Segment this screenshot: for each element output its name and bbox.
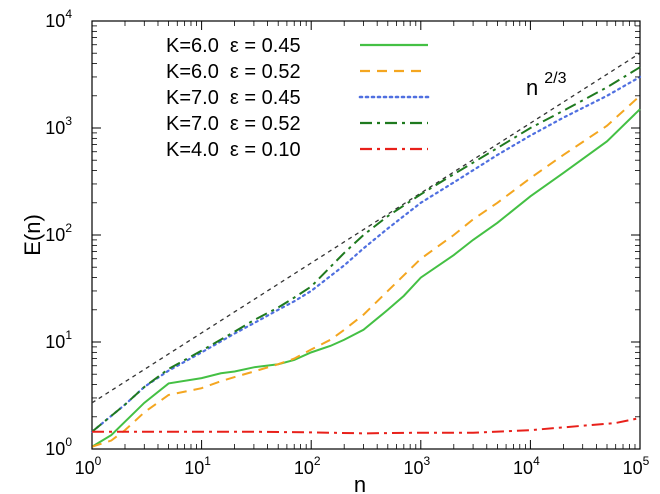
legend: K=6.0 ε = 0.45 K=6.0 ε = 0.52 K=7.0 ε = 0.… [166,35,430,161]
y-tick-label: 104 [45,7,72,31]
y-axis-title: E(n) [20,214,45,256]
x-axis-title: n [354,472,366,494]
series-line-3 [90,75,642,433]
tick-layer: 100 101 102 103 104 105 100 101 102 103 104 [45,7,649,478]
series-line-5 [92,416,641,435]
series-line-4 [91,66,641,433]
series-line-1 [91,108,641,448]
y-tick-label: 102 [45,221,72,245]
x-tick-label: 104 [513,454,540,478]
y-tick-label: 103 [45,114,72,138]
series-line-2 [91,95,641,448]
legend-label: K=7.0 ε = 0.45 [166,87,301,109]
y-tick-label: 101 [45,328,72,352]
series-layer [90,66,642,448]
x-tick-label: 102 [294,454,321,478]
x-tick-label: 103 [403,454,430,478]
y-tick-label: 100 [45,435,72,459]
power-law-annotation: n 2/3 [526,70,567,100]
x-tick-label: 105 [623,454,650,478]
x-tick-label: 101 [184,454,211,478]
legend-label: K=7.0 ε = 0.52 [166,113,301,135]
legend-label: K=4.0 ε = 0.10 [166,139,301,161]
legend-label: K=6.0 ε = 0.52 [166,61,301,83]
legend-label: K=6.0 ε = 0.45 [166,35,301,57]
x-tick-label: 100 [75,454,102,478]
